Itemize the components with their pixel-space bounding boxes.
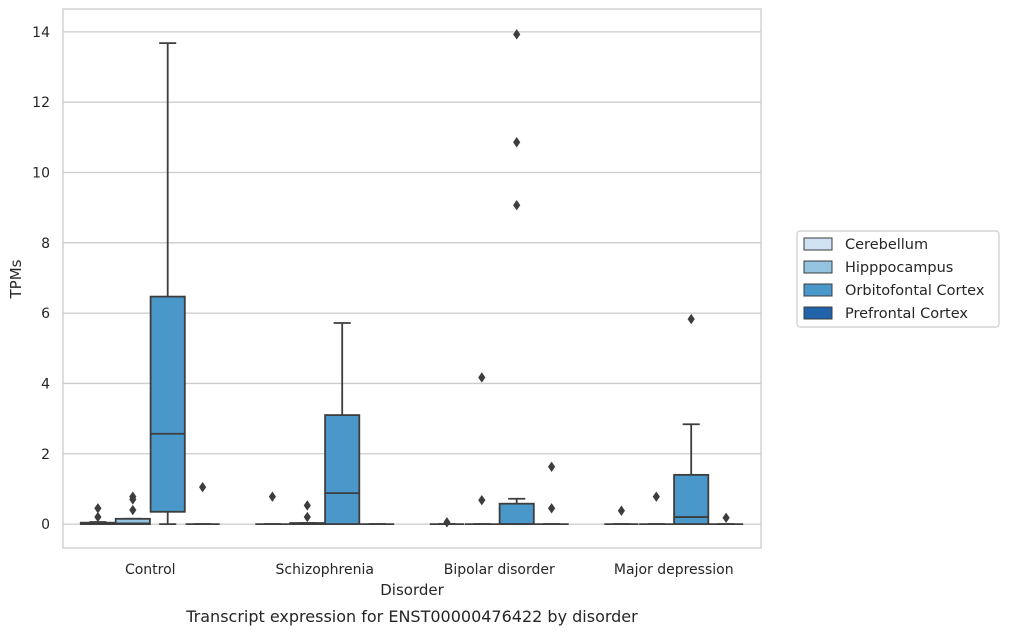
box-group xyxy=(498,29,535,525)
box-group xyxy=(324,322,361,525)
box-group xyxy=(708,512,744,525)
plot-frame xyxy=(62,8,762,549)
outlier-point xyxy=(548,461,556,472)
outlier-point xyxy=(303,500,311,511)
x-axis-ticks: Control Schizophrenia Bipolar disorder Majo… xyxy=(125,562,734,578)
box-group xyxy=(464,372,499,525)
x-tick-label: Schizophrenia xyxy=(276,562,374,578)
box-group xyxy=(79,503,116,525)
y-axis-ticks: 0 2 4 6 8 10 12 14 xyxy=(32,25,50,533)
outlier-point xyxy=(652,491,660,502)
legend-label: Hipppocampus xyxy=(845,260,953,276)
box-group xyxy=(534,461,569,525)
y-tick-label: 8 xyxy=(41,236,50,252)
outlier-point xyxy=(443,517,451,528)
outlier-point xyxy=(129,504,137,516)
outlier-point xyxy=(94,511,102,523)
box-group xyxy=(673,313,710,525)
box-group xyxy=(149,42,186,525)
box-group xyxy=(114,491,151,525)
box-group xyxy=(639,491,674,525)
legend-label: Orbitofontal Cortex xyxy=(845,283,985,299)
outlier-point xyxy=(478,494,486,506)
outlier-point xyxy=(303,511,311,523)
outlier-point xyxy=(722,512,730,523)
y-tick-label: 14 xyxy=(32,25,50,41)
outlier-point xyxy=(513,137,521,148)
outlier-point xyxy=(513,29,521,40)
outlier-point xyxy=(94,503,102,514)
x-tick-label: Control xyxy=(125,562,176,578)
x-tick-label: Major depression xyxy=(614,562,734,578)
legend-swatch xyxy=(803,237,833,251)
outlier-point xyxy=(548,503,556,514)
legend-label: Cerebellum xyxy=(845,237,928,253)
outlier-point xyxy=(687,313,695,325)
y-tick-label: 4 xyxy=(41,376,50,392)
legend-frame xyxy=(796,230,1000,328)
box-group xyxy=(255,491,290,525)
legend-swatch xyxy=(803,283,833,297)
y-tick-label: 10 xyxy=(32,165,50,181)
y-tick-label: 2 xyxy=(41,447,50,463)
outlier-point xyxy=(478,372,486,383)
legend-swatch xyxy=(803,306,833,320)
y-tick-label: 0 xyxy=(41,517,50,533)
y-tick-label: 12 xyxy=(32,95,50,111)
outlier-point xyxy=(129,491,137,502)
legend-label: Prefrontal Cortex xyxy=(845,306,968,322)
box xyxy=(149,295,186,513)
box-group xyxy=(289,500,326,525)
legend: Cerebellum Hipppocampus Orbitofontal Corte… xyxy=(796,230,1000,328)
box-group xyxy=(604,505,639,525)
box-group xyxy=(429,517,465,528)
y-tick-label: 6 xyxy=(41,306,50,322)
x-tick-label: Bipolar disorder xyxy=(444,562,555,578)
outlier-point xyxy=(513,199,521,211)
x-axis-label: Disorder xyxy=(380,581,444,599)
chart-caption: Transcript expression for ENST0000047642… xyxy=(185,607,638,626)
y-axis-label: TPMs xyxy=(7,259,25,299)
legend-swatch xyxy=(803,260,833,274)
box xyxy=(673,473,710,525)
boxes-layer xyxy=(79,29,744,528)
box-group xyxy=(185,481,220,525)
outlier-point xyxy=(268,491,276,502)
outlier-point xyxy=(617,505,625,516)
box xyxy=(498,502,535,525)
box xyxy=(324,414,361,525)
outlier-point xyxy=(199,481,207,493)
